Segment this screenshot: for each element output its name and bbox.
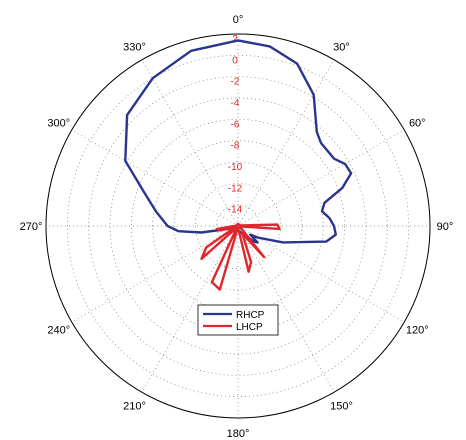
grid-spoke xyxy=(237,225,405,323)
legend-label-rhcp: RHCP xyxy=(236,310,265,321)
grid-ring xyxy=(66,54,410,398)
legend-label-lhcp: LHCP xyxy=(236,322,263,333)
series-layer xyxy=(124,39,353,291)
angle-tick-label: 300° xyxy=(47,118,70,130)
grid-spoke xyxy=(237,129,405,227)
angle-tick-label: 240° xyxy=(47,325,70,337)
grid-spoke xyxy=(237,225,335,393)
radial-tick-label: -12 xyxy=(228,183,243,194)
polar-grid xyxy=(45,33,431,419)
series-line-lhcp xyxy=(200,222,281,291)
radial-tick-label: -14 xyxy=(228,205,243,216)
grid-spoke xyxy=(71,225,239,323)
grid-spoke xyxy=(237,59,335,227)
radial-tick-label: -10 xyxy=(228,162,243,173)
angle-tick-label: 30° xyxy=(333,42,350,54)
radial-tick-labels: 2 0 -2 -4 -6 -8 -10 -12 -14 xyxy=(228,34,243,216)
grid-ring xyxy=(152,140,324,312)
radial-tick-label: -6 xyxy=(231,119,240,130)
grid-spoke xyxy=(71,129,239,227)
angle-tick-label: 180° xyxy=(227,428,250,440)
radial-tick-label: 2 xyxy=(232,34,238,45)
angle-tick-label: 0° xyxy=(233,14,244,26)
grid-ring xyxy=(88,76,388,376)
angle-tick-label: 120° xyxy=(406,325,429,337)
radial-tick-label: -2 xyxy=(231,77,240,88)
radial-tick-label: -4 xyxy=(231,98,240,109)
angle-tick-labels: 0° 30° 60° 90° 120° 150° 180° 210° 240° 270° 300° 3… xyxy=(20,14,454,440)
outer-boundary xyxy=(45,33,431,419)
grid-ring xyxy=(130,118,346,334)
series-line-rhcp xyxy=(124,39,353,244)
angle-tick-label: 330° xyxy=(123,42,146,54)
legend-box xyxy=(197,304,279,336)
grid-spoke xyxy=(141,225,239,393)
angle-tick-label: 210° xyxy=(123,400,146,412)
radial-tick-label: -8 xyxy=(231,141,240,152)
angle-tick-label: 90° xyxy=(437,221,454,233)
angle-tick-label: 150° xyxy=(330,400,353,412)
grid-ring xyxy=(194,182,282,270)
grid-spoke xyxy=(141,59,239,227)
angle-tick-label: 60° xyxy=(409,118,426,130)
angle-tick-label: 270° xyxy=(20,221,43,233)
radial-tick-label: 0 xyxy=(232,55,238,66)
